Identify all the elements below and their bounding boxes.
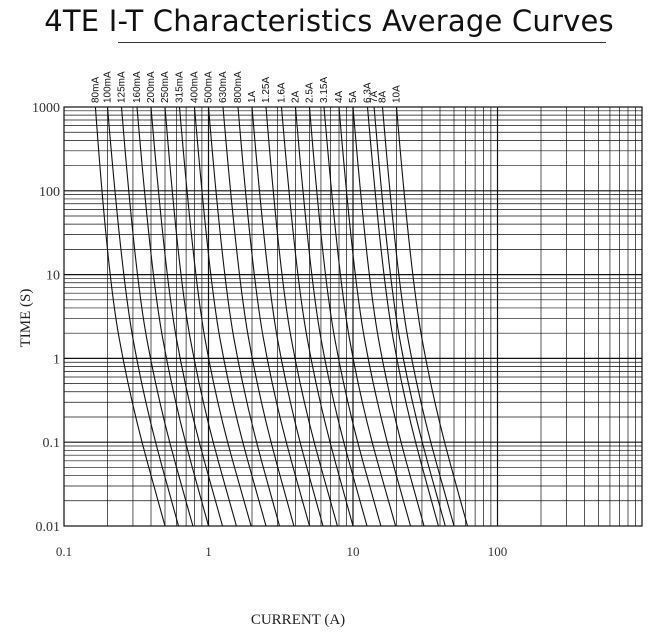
x-tick-label: 1 <box>205 544 212 559</box>
series-label: 3.15A <box>319 77 330 103</box>
series-label: 1.25A <box>261 77 272 103</box>
curves <box>94 106 469 527</box>
y-tick-label: 0.1 <box>43 436 61 451</box>
curve-500mA <box>207 106 281 527</box>
curve-125mA <box>120 106 194 527</box>
curve-80mA <box>94 106 166 527</box>
series-label: 6.3A <box>363 82 374 103</box>
curve-1A <box>251 106 324 527</box>
curve-315mA <box>178 106 252 527</box>
series-label: 500mA <box>204 71 215 103</box>
curve-250mA <box>164 106 237 527</box>
series-label: 160mA <box>132 71 143 103</box>
series-label: 2.5A <box>305 82 316 103</box>
x-tick-labels: 0.1 1 10 100 <box>56 544 507 559</box>
series-label: 315mA <box>175 71 186 103</box>
x-axis-title: CURRENT (A) <box>251 612 345 628</box>
series-label: 7A <box>369 90 380 103</box>
series-label: 1A <box>247 90 258 103</box>
series-label: 800mA <box>233 71 244 103</box>
chart-title: 4TE I-T Characteristics Average Curves <box>44 4 614 38</box>
x-tick-label: 0.1 <box>56 544 72 559</box>
curve-100mA <box>106 106 180 527</box>
series-label: 1.6A <box>277 82 288 103</box>
curve-7A <box>373 106 446 527</box>
series-label: 8A <box>378 90 389 103</box>
series-label: 630mA <box>218 71 229 103</box>
series-label: 4A <box>334 90 345 103</box>
curve-2A <box>294 106 368 527</box>
curve-800mA <box>237 106 311 527</box>
curve-3.15A <box>323 106 397 527</box>
curve-1.25A <box>265 106 338 527</box>
curve-5A <box>352 106 425 527</box>
series-label: 250mA <box>160 71 171 103</box>
y-tick-label: 0.01 <box>36 520 61 535</box>
curve-160mA <box>136 106 210 527</box>
series-label: 125mA <box>117 71 128 103</box>
series-label: 10A <box>392 85 403 103</box>
y-axis-title: TIME (S) <box>18 289 34 348</box>
curve-630mA <box>222 106 295 527</box>
curve-10A <box>395 106 469 527</box>
series-label: 5A <box>348 90 359 103</box>
curve-6.3A <box>366 106 439 527</box>
series-labels: 80mA 100mA 125mA 160mA 200mA 250mA 315mA 400mA 5… <box>90 71 402 103</box>
series-label: 2A <box>291 90 302 103</box>
series-label: 400mA <box>190 71 201 103</box>
series-label: 100mA <box>103 71 114 103</box>
grid-lines <box>64 107 642 526</box>
y-tick-label: 1 <box>53 352 60 367</box>
series-label: 80mA <box>90 77 101 103</box>
x-tick-label: 10 <box>347 544 360 559</box>
y-tick-label: 100 <box>39 185 60 200</box>
y-tick-label: 1000 <box>32 101 60 116</box>
x-tick-label: 100 <box>488 544 508 559</box>
title-underline <box>118 42 606 43</box>
curve-4A <box>338 106 412 527</box>
y-tick-labels: 0.01 0.1 1 10 100 1000 <box>32 101 60 535</box>
series-label: 200mA <box>146 71 157 103</box>
curve-1.6A <box>280 106 354 527</box>
curve-2.5A <box>308 106 382 527</box>
curve-400mA <box>193 106 267 527</box>
curve-200mA <box>150 106 224 527</box>
curve-8A <box>381 106 455 527</box>
y-tick-label: 10 <box>46 269 60 284</box>
